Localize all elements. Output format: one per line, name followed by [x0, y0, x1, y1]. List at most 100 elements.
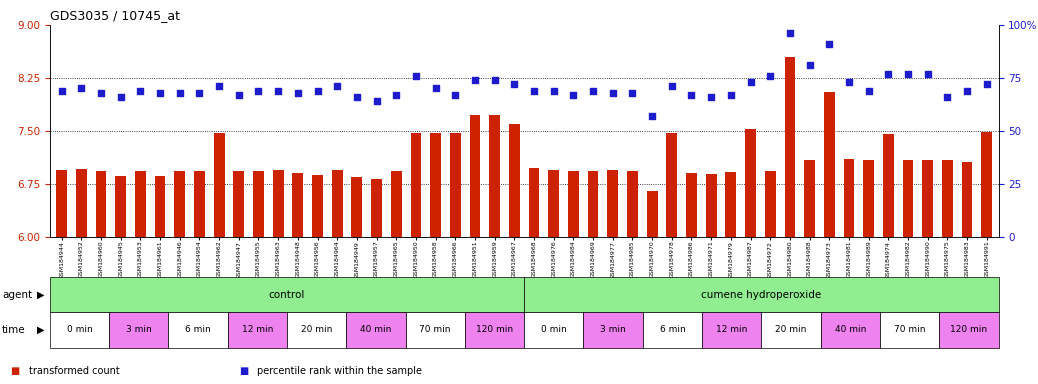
Bar [702, 312, 761, 348]
Text: 70 min: 70 min [894, 325, 925, 334]
Bar [312, 175, 323, 237]
Bar [293, 173, 303, 237]
Point [861, 88, 877, 94]
Bar [939, 312, 999, 348]
Bar [50, 312, 109, 348]
Bar [76, 169, 87, 237]
Text: ■: ■ [239, 366, 248, 376]
Point [152, 89, 168, 96]
Bar [406, 312, 465, 348]
Bar [430, 133, 441, 237]
Point [329, 83, 346, 89]
Bar [347, 312, 406, 348]
Bar [643, 312, 702, 348]
Point [604, 89, 621, 96]
Text: 40 min: 40 min [835, 325, 866, 334]
Bar [666, 133, 677, 237]
Bar [903, 161, 913, 237]
Point [525, 88, 542, 94]
Point [507, 81, 523, 87]
Bar [765, 171, 775, 237]
Point [920, 71, 936, 77]
Text: agent: agent [2, 290, 32, 300]
Bar [155, 176, 165, 237]
Bar [489, 115, 500, 237]
Bar [726, 172, 736, 237]
Point [703, 94, 719, 100]
Point [290, 89, 306, 96]
Point [171, 89, 188, 96]
Bar [607, 170, 619, 237]
Text: cumene hydroperoxide: cumene hydroperoxide [702, 290, 821, 300]
Bar [568, 171, 579, 237]
Point [644, 113, 660, 119]
Bar [785, 57, 795, 237]
Bar [352, 177, 362, 237]
Point [408, 73, 425, 79]
Bar [253, 171, 264, 237]
Point [211, 83, 227, 89]
Point [270, 88, 286, 94]
Point [959, 88, 976, 94]
Point [545, 88, 562, 94]
Text: control: control [269, 290, 305, 300]
Bar [883, 134, 894, 237]
Bar [449, 133, 461, 237]
Point [584, 88, 601, 94]
Point [467, 77, 484, 83]
Point [428, 85, 444, 91]
Point [250, 88, 267, 94]
Bar [410, 133, 421, 237]
Point [309, 88, 326, 94]
Bar [528, 168, 540, 237]
Text: 12 min: 12 min [716, 325, 747, 334]
Bar [234, 171, 244, 237]
Point [663, 83, 680, 89]
Text: percentile rank within the sample: percentile rank within the sample [257, 366, 422, 376]
Point [349, 94, 365, 100]
Text: 20 min: 20 min [775, 325, 807, 334]
Bar [745, 129, 756, 237]
Bar [761, 312, 821, 348]
Bar [961, 162, 973, 237]
Point [979, 81, 995, 87]
Point [782, 30, 798, 36]
Text: ■: ■ [10, 366, 20, 376]
Point [132, 88, 148, 94]
Point [230, 92, 247, 98]
Bar [880, 312, 939, 348]
Bar [194, 171, 204, 237]
Text: 20 min: 20 min [301, 325, 332, 334]
Text: 120 min: 120 min [476, 325, 513, 334]
Point [92, 89, 109, 96]
Bar [174, 171, 185, 237]
Point [368, 98, 385, 104]
Bar [923, 161, 933, 237]
Bar [804, 161, 815, 237]
Bar [706, 174, 716, 237]
Point [487, 77, 503, 83]
Point [742, 79, 759, 85]
Point [939, 94, 956, 100]
Point [821, 41, 838, 47]
Text: 40 min: 40 min [360, 325, 391, 334]
Bar [509, 124, 520, 237]
Bar [583, 312, 643, 348]
Point [565, 92, 581, 98]
Bar [821, 312, 880, 348]
Text: time: time [2, 325, 26, 335]
Text: 70 min: 70 min [419, 325, 450, 334]
Text: 0 min: 0 min [541, 325, 567, 334]
Text: transformed count: transformed count [29, 366, 119, 376]
Bar [56, 170, 67, 237]
Bar [588, 171, 599, 237]
Text: 6 min: 6 min [185, 325, 211, 334]
Bar [332, 170, 343, 237]
Text: ▶: ▶ [37, 325, 45, 335]
Text: ▶: ▶ [37, 290, 45, 300]
Point [53, 88, 70, 94]
Bar [168, 312, 227, 348]
Bar [524, 312, 583, 348]
Bar [469, 115, 481, 237]
Point [447, 92, 464, 98]
